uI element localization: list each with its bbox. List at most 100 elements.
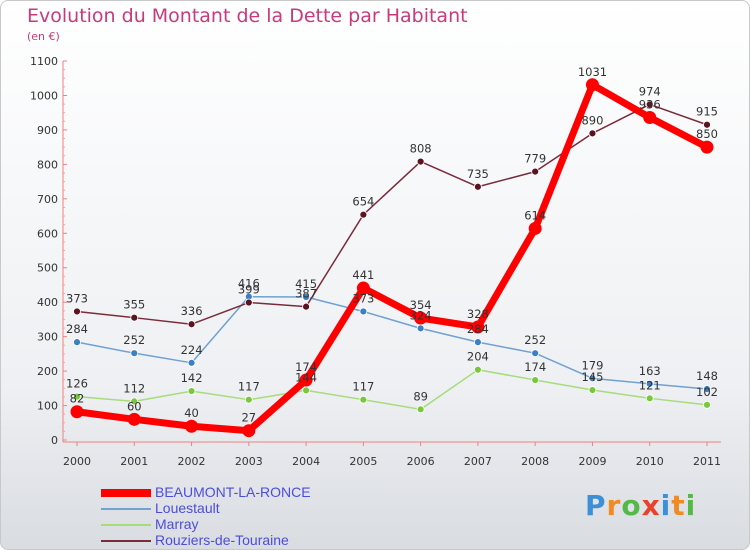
data-point xyxy=(187,387,196,395)
data-label: 373 xyxy=(352,291,374,305)
data-point xyxy=(70,405,84,419)
data-point xyxy=(474,365,482,374)
data-label: 121 xyxy=(639,378,661,392)
data-point xyxy=(588,129,597,138)
data-point xyxy=(703,120,711,129)
y-tick-label: 200 xyxy=(37,365,58,378)
data-labels: 284 252 224 416 415 373 324 284 252 179 163 148 126 1… xyxy=(66,65,718,425)
x-tick-label: 2001 xyxy=(120,455,148,468)
data-point xyxy=(127,412,141,426)
data-point xyxy=(299,373,313,387)
data-point xyxy=(531,376,540,384)
data-point xyxy=(185,419,199,433)
y-tick-label: 0 xyxy=(51,434,58,447)
data-label: 890 xyxy=(581,113,603,127)
x-tick-label: 2004 xyxy=(292,455,320,468)
legend-label: Louestault xyxy=(155,500,220,516)
data-label: 336 xyxy=(181,304,203,318)
data-point xyxy=(700,140,714,154)
unit-label: (en €) xyxy=(27,30,60,43)
data-point xyxy=(359,395,368,404)
logo-letter: i xyxy=(660,489,672,522)
data-point xyxy=(531,167,540,176)
data-point xyxy=(645,394,654,403)
y-tick-label: 300 xyxy=(37,331,58,344)
data-label: 148 xyxy=(696,369,718,383)
y-tick-label: 800 xyxy=(37,158,58,171)
data-label: 324 xyxy=(410,308,432,322)
data-label: 1031 xyxy=(578,65,607,79)
series-line xyxy=(76,368,708,411)
y-tick-label: 400 xyxy=(37,296,58,309)
data-point xyxy=(414,311,428,325)
series-line xyxy=(73,81,711,435)
legend-swatch xyxy=(101,524,151,526)
x-tick-label: 2006 xyxy=(407,455,435,468)
data-point xyxy=(703,385,711,393)
y-tick-label: 100 xyxy=(37,400,58,413)
data-label: 252 xyxy=(524,333,546,347)
data-point xyxy=(474,338,482,347)
chart-title: Evolution du Montant de la Dette par Hab… xyxy=(27,5,468,27)
data-label: 117 xyxy=(238,380,260,394)
data-label: 82 xyxy=(70,392,85,406)
data-point xyxy=(130,397,139,406)
series-lines xyxy=(73,81,711,435)
data-point xyxy=(531,349,540,358)
y-tick-label: 1000 xyxy=(30,89,58,102)
logo-letter: o xyxy=(621,489,642,522)
data-point xyxy=(244,298,253,307)
data-label: 27 xyxy=(241,411,256,425)
data-label: 808 xyxy=(410,142,432,156)
legend-swatch xyxy=(101,540,151,542)
data-point xyxy=(588,374,597,383)
data-point xyxy=(645,100,654,109)
data-point xyxy=(474,182,482,191)
data-label: 284 xyxy=(66,322,88,336)
data-label: 60 xyxy=(127,399,142,413)
data-point xyxy=(359,210,368,219)
data-label: 144 xyxy=(295,370,317,384)
x-tick-label: 2011 xyxy=(693,455,721,468)
data-label: 224 xyxy=(181,343,203,357)
data-label: 204 xyxy=(467,350,489,364)
data-point xyxy=(528,221,542,235)
legend-label: BEAUMONT-LA-RONCE xyxy=(155,484,311,500)
data-label: 328 xyxy=(467,307,489,321)
data-point xyxy=(645,379,654,388)
logo-letter: t xyxy=(671,489,686,522)
data-label: 974 xyxy=(639,84,661,98)
data-label: 399 xyxy=(238,283,260,297)
logo-letter: i xyxy=(685,489,697,522)
data-point xyxy=(244,395,253,404)
data-label: 179 xyxy=(581,358,603,372)
data-label: 387 xyxy=(295,287,317,301)
data-point xyxy=(73,392,81,401)
y-tick-label: 500 xyxy=(37,262,58,275)
x-tick-label: 2000 xyxy=(63,455,91,468)
x-tick-label: 2010 xyxy=(636,455,664,468)
y-tick-label: 700 xyxy=(37,193,58,206)
data-label: 252 xyxy=(123,333,145,347)
data-point xyxy=(130,313,139,322)
data-label: 284 xyxy=(467,322,489,336)
data-label: 654 xyxy=(352,195,374,209)
series-line xyxy=(76,103,708,325)
data-point xyxy=(356,281,370,295)
data-label: 735 xyxy=(467,167,489,181)
axes: 0 100 200 300 400 500 600 700 800 900 1000 1100 2000… xyxy=(30,55,721,468)
data-point xyxy=(187,320,196,329)
data-point xyxy=(302,302,310,311)
data-point xyxy=(585,78,599,92)
data-label: 142 xyxy=(181,371,203,385)
data-point xyxy=(130,349,139,358)
x-tick-label: 2007 xyxy=(464,455,492,468)
legend-label: Marray xyxy=(155,516,199,532)
proxiti-logo: Proxiti xyxy=(585,489,696,522)
data-label: 936 xyxy=(639,98,661,112)
data-label: 415 xyxy=(295,277,317,291)
data-label: 779 xyxy=(524,152,546,166)
series-line xyxy=(76,295,708,390)
